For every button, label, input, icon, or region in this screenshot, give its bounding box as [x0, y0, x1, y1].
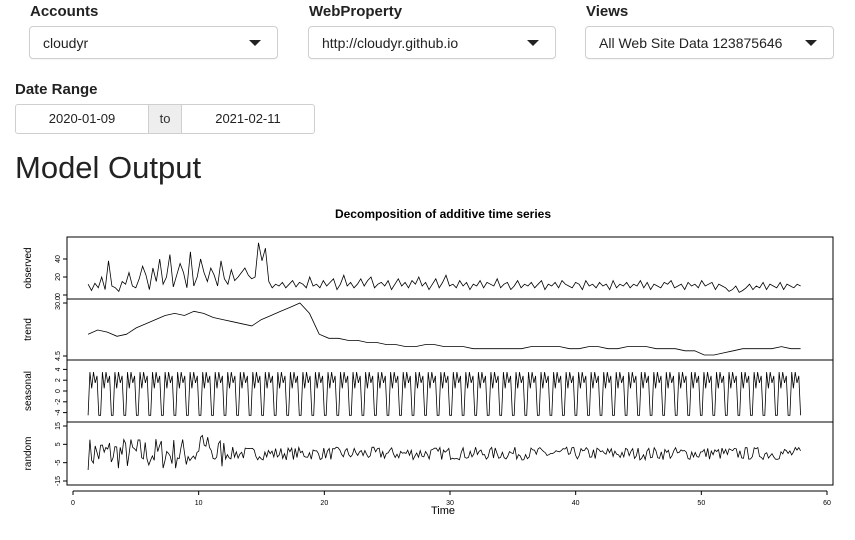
views-selected-value: All Web Site Data 123875646 [599, 35, 783, 51]
date-start-input[interactable]: 2020-01-09 [15, 104, 149, 134]
y-tick-label: 5 [55, 442, 62, 446]
chart-panels: observed 0 20 40 trend 4.5 30.0 seasonal -4 -2 0 2 4… [23, 236, 834, 486]
panel-trend: trend 4.5 30.0 [23, 296, 834, 361]
y-tick-label: 2 [55, 378, 62, 382]
x-tick-label: 0 [71, 500, 75, 507]
x-tick-label: 60 [823, 500, 831, 507]
accounts-label: Accounts [30, 3, 99, 20]
series-line-trend [87, 302, 801, 356]
chart-title: Decomposition of additive time series [335, 207, 551, 221]
panel-seasonal: seasonal -4 -2 0 2 4 [23, 359, 834, 423]
y-tick-label: 30.0 [55, 296, 62, 310]
panel-frame [66, 359, 834, 423]
chevron-down-icon [527, 40, 539, 46]
webproperty-select[interactable]: http://cloudyr.github.io [308, 26, 556, 59]
y-tick-label: 0 [55, 293, 62, 297]
y-axis-label: observed [23, 247, 34, 288]
panel-frame [66, 298, 834, 361]
series-line-random [87, 434, 801, 471]
y-tick-label: -5 [55, 459, 62, 465]
y-tick-label: 4.5 [55, 351, 62, 361]
date-range-label: Date Range [15, 81, 98, 98]
chevron-down-icon [805, 40, 817, 46]
y-axis-label: random [23, 437, 34, 471]
chevron-down-icon [249, 40, 261, 46]
y-axis-label: trend [23, 318, 34, 341]
x-tick-label: 50 [697, 500, 705, 507]
date-end-input[interactable]: 2021-02-11 [181, 104, 315, 134]
x-tick-label: 10 [195, 500, 203, 507]
date-range-separator: to [149, 104, 181, 134]
y-tick-label: 4 [55, 367, 62, 371]
panel-observed: observed 0 20 40 [23, 236, 834, 300]
series-line-seasonal [87, 372, 801, 416]
webproperty-selected-value: http://cloudyr.github.io [322, 35, 459, 51]
accounts-selected-value: cloudyr [43, 35, 89, 51]
x-tick-label: 20 [320, 500, 328, 507]
x-tick-label: 30 [446, 500, 454, 507]
y-tick-label: 15 [55, 422, 62, 430]
x-tick-label: 40 [572, 500, 580, 507]
x-axis-label: Time [431, 505, 455, 517]
date-range-input: 2020-01-09 to 2021-02-11 [15, 104, 315, 134]
y-tick-label: -2 [55, 399, 62, 405]
accounts-select[interactable]: cloudyr [29, 26, 278, 59]
page-title: Model Output [15, 150, 202, 185]
x-axis: 0 10 20 30 40 50 60 [71, 490, 831, 507]
y-axis-label: seasonal [23, 371, 34, 411]
webproperty-label: WebProperty [309, 3, 403, 20]
panel-random: random -15 -5 5 15 [23, 421, 834, 486]
y-tick-label: 20 [55, 273, 62, 281]
y-tick-label: 40 [55, 255, 62, 263]
y-tick-label: -4 [55, 409, 62, 415]
decomposition-chart: Decomposition of additive time series ob… [23, 207, 834, 517]
panel-frame [66, 421, 834, 486]
views-select[interactable]: All Web Site Data 123875646 [585, 26, 834, 59]
series-line-observed [87, 242, 801, 293]
y-tick-label: 0 [55, 389, 62, 393]
views-label: Views [586, 3, 629, 20]
y-tick-label: -15 [55, 476, 62, 486]
